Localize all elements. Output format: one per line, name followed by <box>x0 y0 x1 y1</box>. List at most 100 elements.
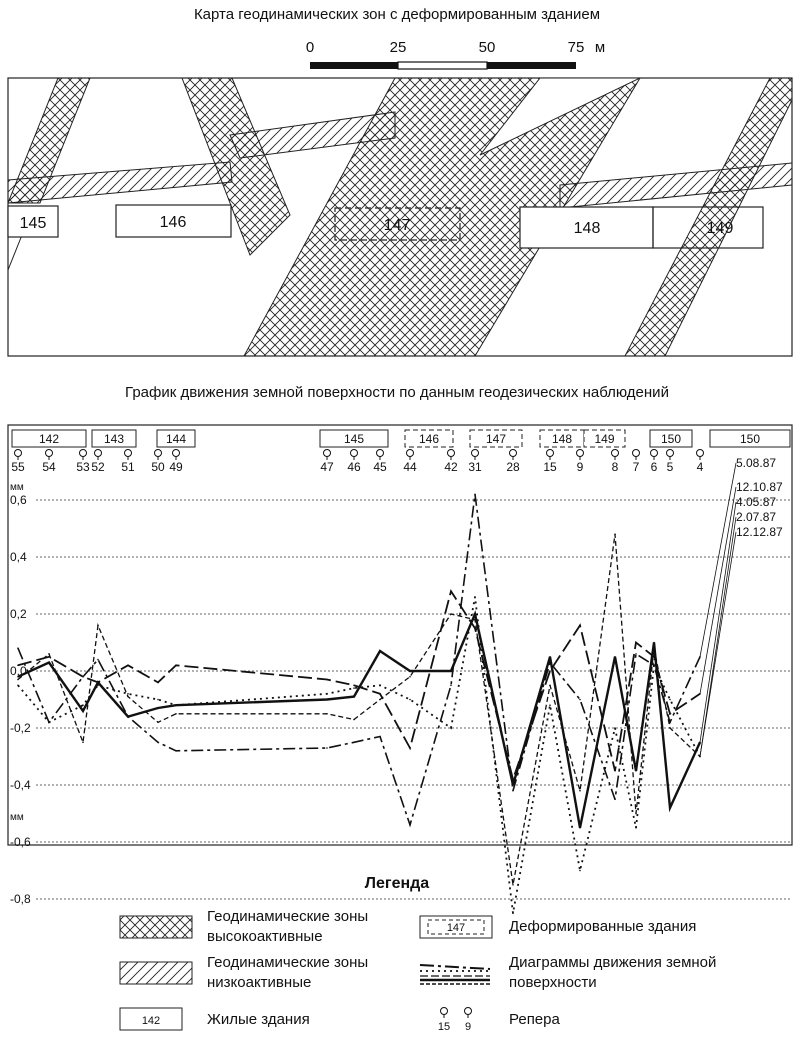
data-point <box>512 784 514 786</box>
data-point <box>353 718 355 721</box>
legend-residential-label: Жилые здания <box>207 1011 310 1028</box>
high-activity-zone-2 <box>181 78 291 256</box>
benchmark-icon <box>546 449 554 457</box>
data-point <box>175 750 177 752</box>
legend-deformed-outer <box>419 915 493 939</box>
benchmark-icon <box>611 449 619 457</box>
scale-bar: 0 25 50 75 м <box>306 39 605 70</box>
scale-tick-0: 0 <box>306 39 314 56</box>
y-tick-label: 0,6 <box>10 493 27 507</box>
data-point <box>157 721 159 724</box>
data-point <box>409 747 411 749</box>
data-point <box>669 713 671 715</box>
high-activity-zone-right <box>624 78 792 356</box>
legend-title: Легенда <box>364 875 430 892</box>
series-line-2.07.87 <box>17 596 701 914</box>
benchmark-icon <box>14 449 22 457</box>
data-point <box>474 596 476 598</box>
data-point <box>379 693 381 695</box>
data-point <box>326 678 328 681</box>
data-point <box>127 693 129 695</box>
data-point <box>353 741 355 744</box>
benchmark-icon <box>666 449 674 457</box>
data-point <box>409 670 411 672</box>
data-point <box>353 684 355 687</box>
chart-title: График движения земной поверхности по да… <box>125 384 669 401</box>
data-point <box>353 695 355 698</box>
data-point <box>579 698 581 701</box>
data-point <box>409 698 411 701</box>
data-point <box>450 727 452 729</box>
legend-deformed-label: Деформированные здания <box>509 918 697 935</box>
y-tick-label: -0,4 <box>10 778 31 792</box>
data-point <box>474 613 476 615</box>
data-point <box>48 721 50 724</box>
benchmark-label-53: 53 <box>76 460 90 474</box>
map-building-label-149: 149 <box>707 220 734 237</box>
series-leader <box>699 462 737 657</box>
benchmark-icon <box>447 449 455 457</box>
scale-bar-black-right <box>487 62 576 69</box>
strip-building-label-143: 143 <box>104 432 124 446</box>
strip-building-142 <box>11 429 87 448</box>
scale-tick-75: 75 <box>568 39 585 56</box>
benchmark-label-44: 44 <box>403 460 417 474</box>
legend-deformed-sample-label: 147 <box>447 922 465 934</box>
series-label-12.12.87: 12.12.87 <box>736 525 783 539</box>
scale-bar-black-left <box>310 62 398 69</box>
series-line-4.05.87 <box>17 610 702 829</box>
strip-building-145 <box>319 429 389 448</box>
data-point <box>157 681 159 684</box>
benchmark-label-9: 9 <box>577 460 584 474</box>
data-point <box>549 684 551 687</box>
benchmark-icon <box>696 449 704 457</box>
data-point <box>635 827 637 829</box>
benchmark-icon <box>45 449 53 457</box>
data-point <box>579 869 581 872</box>
strip-building-label-148: 148 <box>552 432 572 446</box>
series-leader <box>699 501 737 743</box>
data-point <box>17 684 19 687</box>
legend-residential-swatch <box>119 1007 183 1031</box>
strip-building-147 <box>469 429 523 448</box>
data-point <box>379 650 381 652</box>
legend-low-activity-label: Геодинамические зоны низкоактивные <box>207 954 369 991</box>
strip-building-143 <box>91 429 137 448</box>
data-point <box>17 678 19 681</box>
data-point <box>635 653 637 655</box>
strip-building-146 <box>404 429 454 448</box>
benchmark-icon <box>471 449 479 457</box>
legend-benchmark-label: Репера <box>509 1011 560 1028</box>
y-tick-label: -0,6 <box>10 835 31 849</box>
data-point <box>614 533 616 535</box>
map-building-label-148: 148 <box>574 220 601 237</box>
series-label-4.05.87: 4.05.87 <box>736 495 776 509</box>
data-point <box>579 827 581 829</box>
series-label-5.08.87: 5.08.87 <box>736 456 776 470</box>
data-point <box>549 704 551 706</box>
map-building-145 <box>7 205 59 238</box>
data-point <box>450 670 452 672</box>
data-point <box>379 698 381 701</box>
map-building-148 <box>519 206 654 249</box>
data-point <box>326 713 328 715</box>
strip-building-label-142: 142 <box>39 432 59 446</box>
chart-grid: 0,60,40,20,0-0,2-0,4-0,6-0,8 <box>10 493 790 906</box>
benchmark-icon <box>323 449 331 457</box>
data-point <box>157 707 159 709</box>
benchmark-icon <box>632 449 640 457</box>
legend-low-activity-swatch <box>119 961 193 985</box>
benchmark-label-31: 31 <box>468 460 482 474</box>
benchmark-icon <box>376 449 384 457</box>
y-tick-label: -0,8 <box>10 892 31 906</box>
data-point <box>82 704 84 706</box>
chart-frame <box>7 424 793 846</box>
data-point <box>512 912 514 915</box>
y-unit-bottom: мм <box>10 812 24 823</box>
benchmark-label-45: 45 <box>373 460 387 474</box>
benchmark-icon <box>172 449 180 457</box>
data-point <box>579 624 581 627</box>
legend-samples: 142 147 15 9 <box>119 915 493 1033</box>
data-point <box>157 698 159 701</box>
benchmark-label-51: 51 <box>121 460 135 474</box>
